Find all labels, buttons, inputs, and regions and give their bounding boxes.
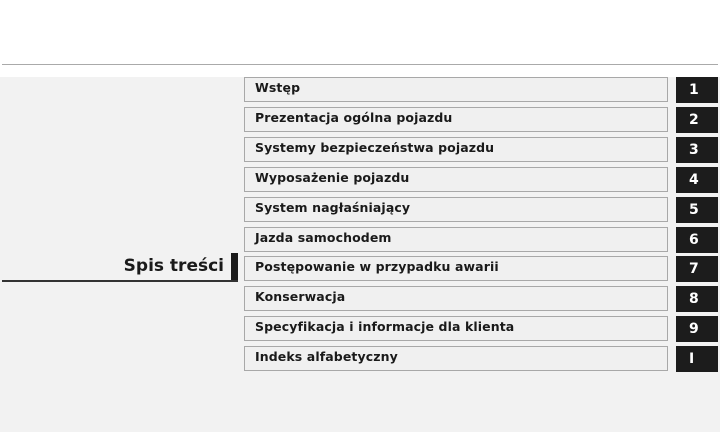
- chapter-entry[interactable]: Postępowanie w przypadku awarii: [244, 256, 668, 282]
- chapter-label: Wyposażenie pojazdu: [255, 169, 410, 185]
- chapter-entry[interactable]: Jazda samochodem: [244, 226, 668, 252]
- chapter-number: 6: [689, 231, 699, 248]
- chapter-number-tab[interactable]: 1: [676, 77, 718, 103]
- title-marker: [231, 253, 238, 281]
- chapter-number-tab[interactable]: 3: [676, 136, 718, 163]
- chapter-number: 5: [689, 201, 699, 218]
- chapter-number: 3: [689, 141, 699, 158]
- chapter-number: 1: [689, 82, 699, 98]
- chapter-label: Systemy bezpieczeństwa pojazdu: [255, 139, 495, 155]
- chapter-label: System nagłaśniający: [255, 199, 411, 215]
- chapter-label: Wstęp: [255, 80, 301, 95]
- chapter-number: 9: [689, 321, 699, 338]
- chapter-number: 8: [689, 291, 699, 308]
- chapter-number: I: [689, 351, 695, 368]
- chapter-number-tab[interactable]: 8: [676, 286, 718, 313]
- page-title: Spis treści: [123, 256, 224, 276]
- chapter-entry[interactable]: Wyposażenie pojazdu: [244, 166, 668, 192]
- chapter-label: Prezentacja ogólna pojazdu: [255, 109, 453, 125]
- chapter-label: Jazda samochodem: [255, 229, 392, 245]
- chapter-entry[interactable]: Wstęp: [244, 77, 668, 102]
- chapter-number-tab[interactable]: 5: [676, 196, 718, 223]
- chapter-number-tab[interactable]: 4: [676, 166, 718, 193]
- chapter-number: 7: [689, 261, 699, 278]
- chapter-number-tab[interactable]: 2: [676, 106, 718, 133]
- chapter-entry[interactable]: System nagłaśniający: [244, 196, 668, 222]
- chapter-number: 2: [689, 111, 699, 128]
- chapter-entry[interactable]: Indeks alfabetyczny: [244, 346, 668, 372]
- chapter-label: Postępowanie w przypadku awarii: [255, 259, 499, 275]
- chapter-entry[interactable]: Konserwacja: [244, 286, 668, 312]
- chapter-entry[interactable]: Systemy bezpieczeństwa pojazdu: [244, 136, 668, 162]
- chapter-number-tab[interactable]: 7: [676, 256, 718, 283]
- title-underline: [2, 280, 238, 282]
- chapter-label: Specyfikacja i informacje dla klienta: [255, 319, 515, 335]
- chapter-number: 4: [689, 171, 699, 188]
- toc-panel: [0, 77, 720, 432]
- top-divider: [2, 64, 718, 65]
- chapter-entry[interactable]: Specyfikacja i informacje dla klienta: [244, 316, 668, 342]
- chapter-label: Indeks alfabetyczny: [255, 349, 398, 365]
- chapter-number-tab[interactable]: 6: [676, 226, 718, 253]
- chapter-entry[interactable]: Prezentacja ogólna pojazdu: [244, 106, 668, 132]
- chapter-number-tab[interactable]: 9: [676, 316, 718, 343]
- chapter-number-tab[interactable]: I: [676, 346, 718, 373]
- chapter-label: Konserwacja: [255, 289, 346, 305]
